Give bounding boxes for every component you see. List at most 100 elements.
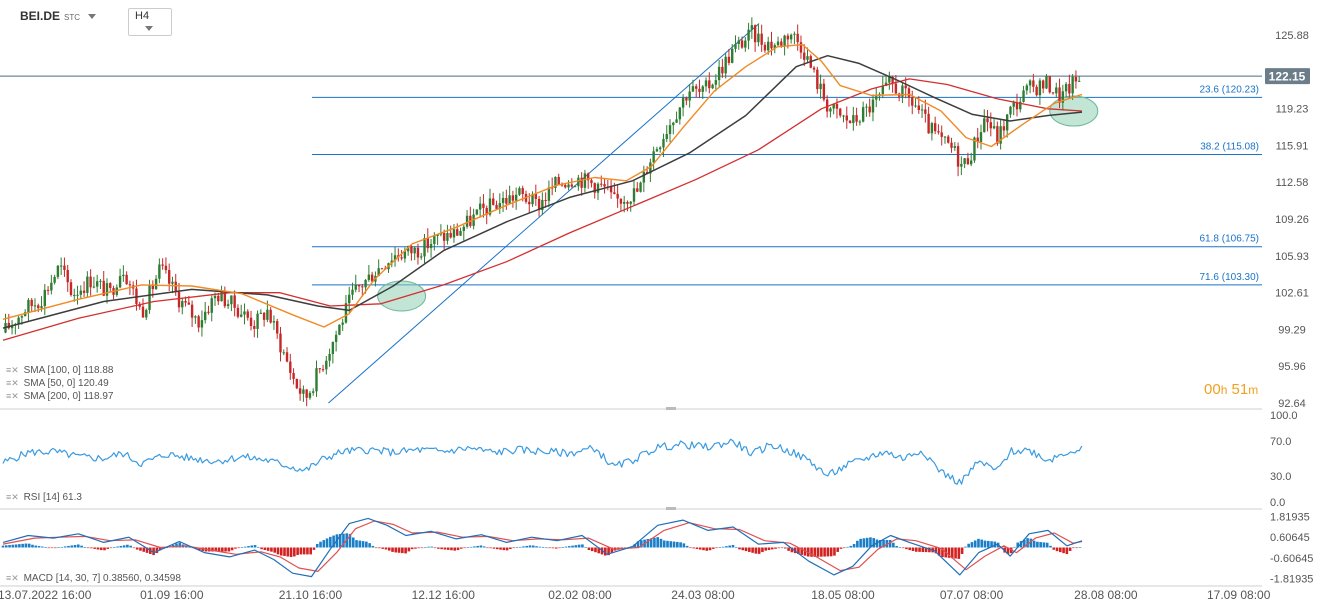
macd-hist-bar xyxy=(731,544,735,548)
candle-body xyxy=(789,34,793,40)
macd-hist-bar xyxy=(106,547,110,549)
macd-hist-bar xyxy=(1016,542,1020,548)
candle-body xyxy=(1019,101,1022,110)
time-axis-label: 21.10 16:00 xyxy=(279,588,343,602)
candle-body xyxy=(544,200,547,202)
legend-sma200[interactable]: ≡✕ SMA [200, 0] 118.97 xyxy=(6,391,113,402)
candle-body xyxy=(508,195,511,204)
macd-hist-bar xyxy=(1006,547,1010,555)
macd-hist-bar xyxy=(505,547,509,551)
candle-body xyxy=(681,97,685,108)
settings-icon[interactable]: ≡✕ xyxy=(6,365,19,375)
macd-hist-bar xyxy=(76,544,80,548)
candle-body xyxy=(465,215,469,227)
pane-resize-handle[interactable] xyxy=(666,407,676,410)
time-axis-label: 28.08 08:00 xyxy=(1074,588,1138,602)
candle-body xyxy=(393,255,397,261)
macd-hist-bar xyxy=(325,538,329,548)
candle-body xyxy=(285,352,289,362)
candle-body xyxy=(249,317,253,327)
candle-body xyxy=(600,183,603,185)
candle-body xyxy=(223,290,227,307)
macd-hist-bar xyxy=(846,546,849,548)
settings-icon[interactable]: ≡✕ xyxy=(6,378,19,388)
candle-body xyxy=(197,316,200,328)
candle-body xyxy=(348,294,351,304)
pane-resize-handle[interactable] xyxy=(666,507,676,510)
macd-hist-bar xyxy=(898,547,902,548)
candle-body xyxy=(698,88,701,92)
time-axis-label: 07.07 08:00 xyxy=(940,588,1004,602)
candle-body xyxy=(901,85,904,97)
legend-sma50[interactable]: ≡✕ SMA [50, 0] 120.49 xyxy=(6,378,109,389)
macd-hist-bar xyxy=(842,547,846,549)
candle-body xyxy=(279,333,282,353)
candle-body xyxy=(1041,80,1045,89)
macd-hist-bar xyxy=(577,544,581,548)
candle-body xyxy=(875,96,878,100)
macd-hist-bar xyxy=(1032,540,1036,548)
candle-body xyxy=(181,301,184,308)
macd-hist-bar xyxy=(689,547,692,549)
settings-icon[interactable]: ≡✕ xyxy=(6,391,19,401)
candle-body xyxy=(658,147,662,150)
candle-body xyxy=(187,302,191,305)
legend-macd[interactable]: ≡✕ MACD [14, 30, 7] 0.38560, 0.34598 xyxy=(6,573,181,584)
candle-body xyxy=(665,134,668,140)
candle-body xyxy=(233,295,236,308)
macd-line[interactable] xyxy=(2,517,1083,578)
sma100-line[interactable] xyxy=(2,54,1083,329)
rsi-line[interactable] xyxy=(2,438,1083,485)
macd-hist-bar xyxy=(515,547,519,548)
macd-hist-bar xyxy=(604,547,607,556)
candle-body xyxy=(73,295,76,297)
macd-hist-bar xyxy=(309,547,312,555)
macd-hist-bar xyxy=(414,547,417,549)
macd-hist-bar xyxy=(384,547,388,550)
trendline[interactable] xyxy=(328,23,760,404)
macd-hist-bar xyxy=(705,547,709,551)
rsi-tick-label: 70.0 xyxy=(1270,436,1291,448)
candle-body xyxy=(557,176,560,185)
candle-body xyxy=(344,303,348,323)
fib-level-label: 71.6 (103.30) xyxy=(1200,272,1260,283)
candle-body xyxy=(321,369,325,371)
legend-sma100[interactable]: ≡✕ SMA [100, 0] 118.88 xyxy=(6,365,113,376)
legend-rsi[interactable]: ≡✕ RSI [14] 61.3 xyxy=(6,492,82,503)
macd-hist-bar xyxy=(895,545,898,548)
settings-icon[interactable]: ≡✕ xyxy=(6,573,19,583)
highlight-zone[interactable] xyxy=(377,280,427,312)
candle-body xyxy=(141,306,145,318)
candle-body xyxy=(449,232,452,238)
timeframe-label: H4 xyxy=(135,10,150,22)
candle-body xyxy=(701,86,704,92)
symbol-selector[interactable]: BEI.DE STC xyxy=(20,9,97,23)
candle-body xyxy=(645,171,649,174)
candle-body xyxy=(537,198,541,211)
candle-body xyxy=(953,146,957,148)
candle-body xyxy=(776,41,780,46)
timeframe-selector[interactable]: H4 xyxy=(128,8,172,36)
candle-body xyxy=(796,33,799,43)
candle-body xyxy=(731,48,734,63)
macd-hist-bar xyxy=(653,537,656,548)
candle-body xyxy=(442,232,446,241)
candle-body xyxy=(992,126,996,129)
candle-body xyxy=(744,40,747,48)
macd-hist-bar xyxy=(18,544,21,548)
macd-hist-bar xyxy=(126,544,129,548)
macd-hist-bar xyxy=(669,541,673,548)
candle-body xyxy=(1051,92,1055,94)
sma50-line[interactable] xyxy=(2,43,1083,328)
fib-level-label: 23.6 (120.23) xyxy=(1200,84,1260,95)
macd-hist-bar xyxy=(892,542,895,548)
rsi-tick-label: 0.0 xyxy=(1270,497,1285,509)
macd-hist-bar xyxy=(250,545,254,548)
candle-body xyxy=(649,162,652,174)
macd-hist-bar xyxy=(142,547,146,552)
time-axis-label: 02.02 08:00 xyxy=(548,588,612,602)
settings-icon[interactable]: ≡✕ xyxy=(6,492,19,502)
candle-body xyxy=(1022,90,1025,102)
candle-body xyxy=(475,209,479,215)
